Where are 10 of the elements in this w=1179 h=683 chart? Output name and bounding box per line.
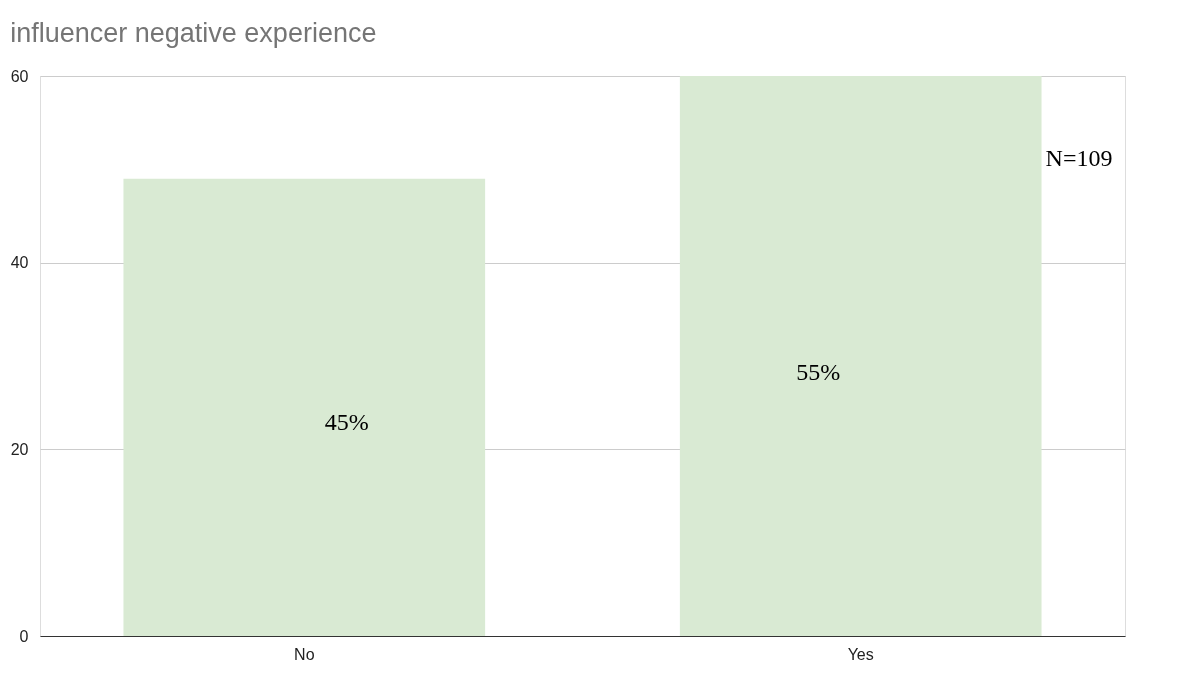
y-tick-label: 0 bbox=[19, 627, 29, 645]
y-tick-label: 60 bbox=[10, 67, 29, 85]
annotation: 55% bbox=[796, 358, 841, 385]
y-tick-label: 20 bbox=[10, 440, 29, 458]
x-tick-label: Yes bbox=[847, 645, 874, 663]
annotation: N=109 bbox=[1045, 145, 1113, 171]
chart-title: influencer negative experience bbox=[10, 18, 377, 48]
annotation: 45% bbox=[324, 409, 369, 436]
y-tick-label: 40 bbox=[10, 254, 29, 272]
x-tick-label: No bbox=[294, 645, 315, 663]
